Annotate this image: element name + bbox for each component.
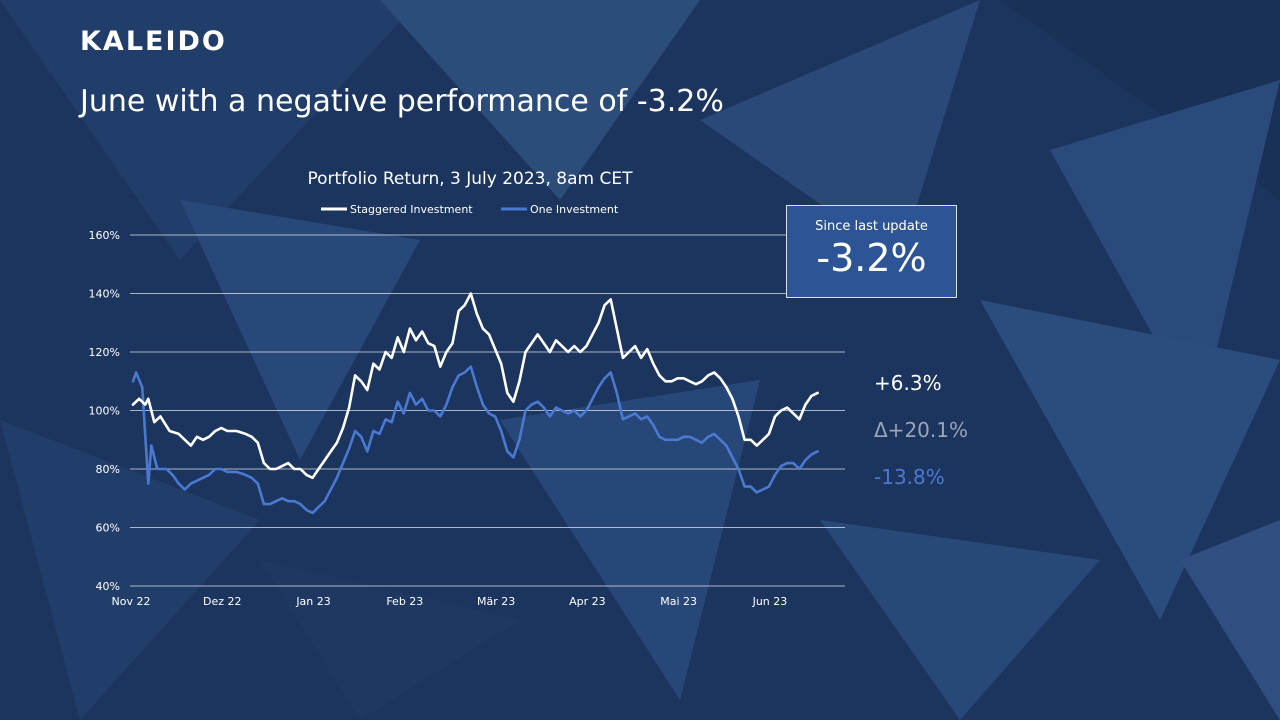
x-tick-label: Mär 23 xyxy=(477,595,515,608)
y-tick-label: 140% xyxy=(89,288,120,301)
legend-label-one: One Investment xyxy=(530,203,619,216)
badge-label: Since last update xyxy=(815,219,928,234)
x-tick-label: Mai 23 xyxy=(660,595,697,608)
x-tick-label: Dez 22 xyxy=(203,595,242,608)
x-tick-label: Jun 23 xyxy=(752,595,788,608)
since-last-update-badge: Since last update -3.2% xyxy=(786,205,957,298)
legend-label-staggered: Staggered Investment xyxy=(350,203,473,216)
chart-title: Portfolio Return, 3 July 2023, 8am CET xyxy=(307,169,633,189)
x-tick-label: Nov 22 xyxy=(112,595,151,608)
one-investment-end-value: -13.8% xyxy=(874,465,945,489)
y-tick-label: 100% xyxy=(89,405,120,418)
y-tick-label: 40% xyxy=(96,580,120,593)
page-headline: June with a negative performance of -3.2… xyxy=(80,84,724,119)
series-line-staggered xyxy=(131,292,819,480)
delta-end-value: Δ+20.1% xyxy=(874,418,968,442)
y-tick-label: 120% xyxy=(89,346,120,359)
x-tick-label: Apr 23 xyxy=(569,595,606,608)
chart-legend: Staggered Investment One Investment xyxy=(321,203,619,216)
y-tick-label: 160% xyxy=(89,229,120,242)
staggered-end-value: +6.3% xyxy=(874,371,942,395)
y-tick-label: 80% xyxy=(96,463,120,476)
series-line-one xyxy=(131,365,819,515)
x-tick-label: Feb 23 xyxy=(386,595,423,608)
kaleido-logo: KALEIDO xyxy=(80,26,227,57)
x-tick-label: Jan 23 xyxy=(295,595,330,608)
y-tick-label: 60% xyxy=(96,522,120,535)
badge-value: -3.2% xyxy=(816,236,927,280)
